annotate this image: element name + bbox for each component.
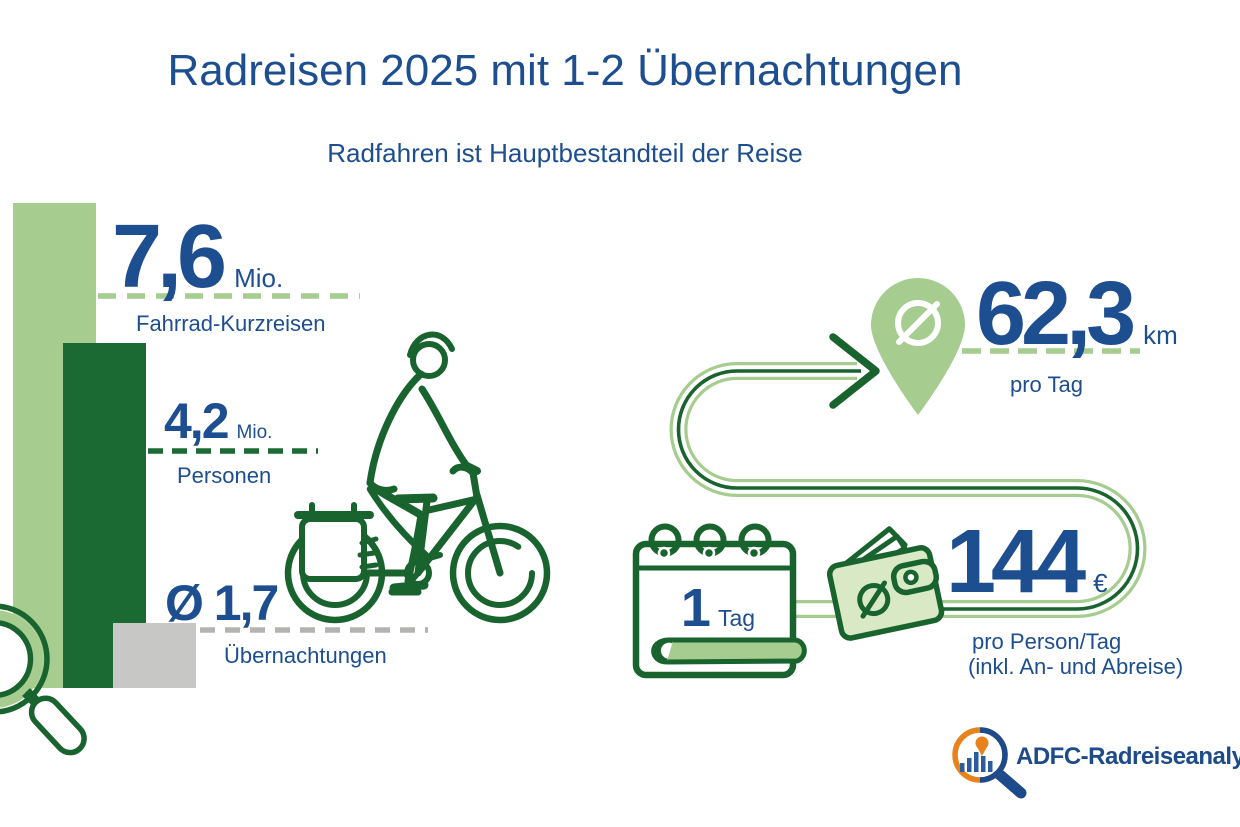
- dashed-lines: [98, 293, 1140, 633]
- stat-cost-value: 144: [946, 512, 1086, 612]
- stat-duration-value: 1: [680, 578, 711, 638]
- stat-uebernachtungen-value: Ø 1,7: [165, 575, 279, 631]
- stat-kurzreisen-unit: Mio.: [234, 263, 284, 293]
- stat-cost-unit: €: [1093, 568, 1108, 598]
- cyclist-illustration: [284, 331, 551, 624]
- label-personen: Personen: [177, 463, 272, 488]
- logo-magnifier-icon: [952, 727, 1027, 799]
- bar-uebernachtungen: [113, 623, 196, 688]
- stat-distance-unit: km: [1143, 320, 1178, 350]
- stat-personen-value: 4,2: [164, 393, 230, 449]
- stat-cost: 144 €: [946, 517, 1108, 607]
- stat-uebernachtungen: Ø 1,7: [165, 575, 279, 631]
- route-path: [669, 362, 1147, 618]
- stat-distance: 62,3 km: [976, 269, 1178, 359]
- stat-personen-unit: Mio.: [236, 422, 273, 443]
- label-uebernachtungen: Übernachtungen: [224, 643, 387, 668]
- label-inkl-abreise: (inkl. An- und Abreise): [968, 654, 1184, 679]
- label-pro-person-tag: pro Person/Tag: [972, 629, 1122, 654]
- page-title: Radreisen 2025 mit 1-2 Übernachtungen: [167, 46, 963, 95]
- stat-personen: 4,2 Mio.: [164, 396, 272, 446]
- stat-duration-unit: Tag: [717, 605, 756, 631]
- stat-distance-value: 62,3: [976, 264, 1136, 364]
- stat-kurzreisen-value: 7,6: [112, 207, 227, 307]
- label-pro-tag: pro Tag: [1010, 372, 1083, 397]
- calendar-icon: [632, 523, 807, 679]
- arrow-right-icon: [829, 333, 880, 409]
- stat-duration: 1 Tag: [648, 581, 788, 635]
- logo-bars: [960, 752, 993, 772]
- map-pin-icon: [871, 278, 965, 415]
- magnifier-icon: [0, 603, 87, 756]
- stat-kurzreisen: 7,6 Mio.: [112, 212, 283, 302]
- logo-pin: [975, 736, 989, 756]
- logo-text: ADFC-Radreiseanalyse: [1016, 743, 1240, 770]
- page-subtitle: Radfahren ist Hauptbestandteil der Reise: [327, 138, 803, 168]
- wallet-icon: [826, 526, 945, 641]
- label-kurzreisen: Fahrrad-Kurzreisen: [136, 311, 326, 336]
